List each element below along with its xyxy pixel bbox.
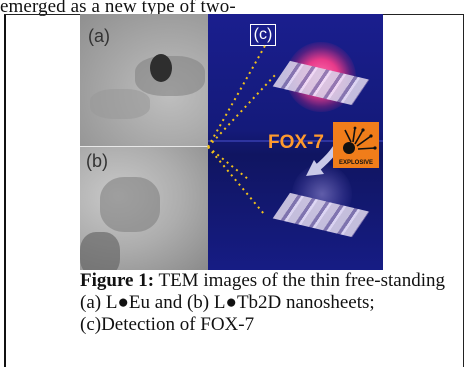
figure-1: (a) (b) FOX-7 EXPLOSIVE (c) xyxy=(80,14,383,270)
frame-border-left xyxy=(4,14,6,367)
detection-schematic-panel-c: FOX-7 EXPLOSIVE (c) xyxy=(208,14,383,270)
panel-label-c: (c) xyxy=(250,24,276,46)
caption-line-1: Figure 1: TEM images of the thin free-st… xyxy=(80,270,463,292)
nanosheet-shape xyxy=(80,232,120,270)
panel-label-b: (b) xyxy=(86,151,108,171)
fox7-label: FOX-7 xyxy=(268,132,324,153)
tem-image-panel-b: (b) xyxy=(80,147,208,270)
nanosheet-shape xyxy=(90,89,150,119)
explosive-warning-icon: EXPLOSIVE xyxy=(333,122,379,168)
body-text-fragment: emerged as a new type of two- xyxy=(0,0,236,17)
figure-caption: Figure 1: TEM images of the thin free-st… xyxy=(80,270,463,336)
nanosheet-shape xyxy=(100,177,160,232)
panel-label-a: (a) xyxy=(88,26,110,46)
explosive-label: EXPLOSIVE xyxy=(338,160,373,166)
caption-figure-label: Figure 1: xyxy=(80,270,155,291)
frame-border-right xyxy=(463,14,464,367)
panel-c-divider xyxy=(208,140,383,142)
dotted-connector-lines xyxy=(207,43,277,215)
caption-line-2: (a) L●Eu and (b) L●Tb2D nanosheets; xyxy=(80,292,375,313)
dark-particle xyxy=(150,54,172,82)
caption-text-1: TEM images of the thin free-standing xyxy=(154,270,445,291)
caption-line-3: (c)Detection of FOX-7 xyxy=(80,314,255,335)
tem-image-panel-a: (a) xyxy=(80,14,208,147)
explosion-icon xyxy=(343,126,377,154)
